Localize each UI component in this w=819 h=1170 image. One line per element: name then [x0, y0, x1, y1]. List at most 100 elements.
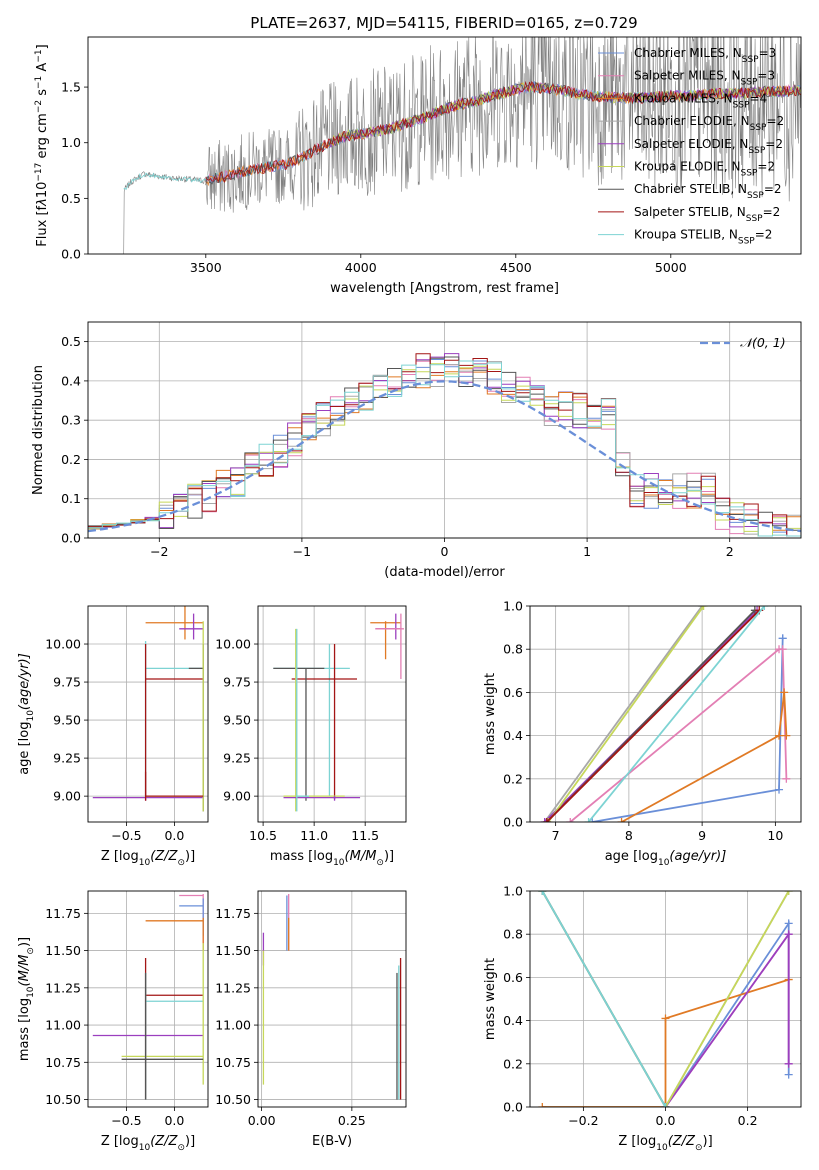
legend-entry: 𝒩(0, 1): [740, 335, 786, 350]
plot-area: [273, 613, 404, 812]
y-tick-label: 1.0: [503, 599, 523, 614]
y-tick-label: 0.0: [61, 247, 81, 262]
y-tick-label: 0.2: [503, 771, 523, 786]
y-tick-label: 10.00: [215, 637, 251, 652]
x-tick-label: 10: [767, 828, 783, 843]
panel-mass-vs-EBV: 0.00 0.25 10.50 10.75 11.00 11.25 11.50 11.75 E(…: [215, 890, 407, 1149]
x-tick-label: −2: [150, 544, 168, 559]
y-tick-label: 11.75: [45, 906, 81, 921]
panel-residuals: −2 −1 0 1 2 0.0 0.1 0.2 0.3 0.4 0.5 (data-model)/er…: [31, 321, 802, 580]
plot-area: [538, 891, 793, 1107]
x-tick-label: 7: [552, 828, 560, 843]
x-tick-label: 0.25: [338, 1113, 366, 1128]
x-tick-label: 4000: [345, 260, 377, 275]
weight-marker: [778, 645, 787, 654]
x-tick-label: 9: [698, 828, 706, 843]
legend-entry: Kroupa MILES, NSSP=4: [634, 91, 767, 110]
y-axis-label: mass weight: [483, 958, 498, 1040]
weight-marker: [778, 634, 787, 643]
weight-marker: [617, 818, 626, 822]
x-axis-label: Z [log10(Z/Z⊙)]: [101, 1134, 195, 1153]
x-tick-label: 0.0: [164, 828, 184, 843]
x-tick-label: 0.00: [248, 1113, 276, 1128]
histogram-kroupa-stelib: [88, 360, 801, 538]
weight-line-kroupa-elodie: [547, 606, 705, 822]
x-tick-label: 8: [625, 828, 633, 843]
weight-marker: [584, 818, 593, 822]
weight-line-kroupa-stelib: [541, 891, 667, 1107]
legend-entry: Salpeter STELIB, NSSP=2: [634, 205, 780, 224]
x-tick-label: −0.2: [568, 1113, 598, 1128]
x-tick-label: 0.2: [738, 1113, 758, 1128]
y-tick-label: 10.75: [215, 1055, 251, 1070]
x-tick-label: 11.0: [300, 828, 328, 843]
y-tick-label: 11.25: [45, 980, 81, 995]
axes-frame: [87, 890, 209, 1108]
y-tick-label: 9.50: [53, 713, 81, 728]
y-tick-label: 0.0: [503, 1100, 523, 1115]
panel-mass-vs-Z: −0.5 0.0 10.50 10.75 11.00 11.25 11.50 11.75 Z […: [17, 890, 209, 1153]
y-tick-label: 0.3: [61, 413, 81, 428]
plot-area: [92, 893, 204, 1100]
weight-marker: [784, 919, 793, 928]
axes-frame: [257, 605, 407, 823]
y-tick-label: 9.50: [223, 713, 251, 728]
y-axis-label: mass [log10(M/M⊙)]: [17, 937, 36, 1061]
x-axis-label: Z [log10(Z/Z⊙)]: [618, 1134, 712, 1153]
legend-entry: Kroupa ELODIE, NSSP=2: [634, 160, 775, 179]
panel-age-vs-mass: 10.5 11.0 11.5 9.00 9.25 9.50 9.75 10.00 mass [l…: [215, 605, 407, 868]
axes-frame: [257, 890, 407, 1108]
weight-marker: [775, 785, 784, 794]
weight-marker: [542, 818, 551, 822]
y-tick-label: 0.4: [503, 1013, 523, 1028]
weight-marker: [538, 1103, 547, 1107]
y-tick-label: 9.00: [53, 789, 81, 804]
model-spectrum-kroupa-elodie: [329, 81, 801, 146]
weight-marker: [661, 1103, 670, 1107]
x-tick-label: 4500: [500, 260, 532, 275]
y-tick-label: 11.00: [215, 1018, 251, 1033]
weight-line-chabrier-miles: [592, 638, 784, 822]
y-axis-label: Normed distribution: [31, 365, 46, 495]
y-tick-label: 9.00: [223, 789, 251, 804]
legend-entry: Kroupa STELIB, NSSP=2: [634, 228, 772, 247]
legend-entry: Salpeter MILES, NSSP=3: [634, 69, 775, 88]
panel-weight-vs-Z: −0.2 0.0 0.2 0.0 0.2 0.4 0.6 0.8 1.0 Z [log10(Z/Z…: [483, 884, 802, 1153]
y-tick-label: 0.5: [61, 191, 81, 206]
y-axis-label: Flux [fλ10−17 erg cm−2 s−1 A−1]: [34, 44, 50, 246]
y-tick-label: 10.75: [45, 1055, 81, 1070]
weight-marker: [661, 1014, 670, 1023]
figure-title: PLATE=2637, MJD=54115, FIBERID=0165, z=0…: [250, 14, 637, 32]
axes-frame: [87, 36, 802, 255]
model-spectrum-salpeter-stelib: [205, 80, 801, 184]
x-tick-label: 0.0: [164, 1113, 184, 1128]
plot-area: [262, 893, 402, 1100]
weight-line-chabrier-elodie: [543, 606, 703, 822]
y-tick-label: 9.75: [223, 675, 251, 690]
y-axis-label: age [log10(age/yr)]: [17, 653, 36, 775]
weight-marker: [538, 891, 547, 895]
plot-area: [540, 606, 791, 822]
x-axis-label: wavelength [Angstrom, rest frame]: [330, 281, 559, 296]
y-tick-label: 1.5: [61, 80, 81, 95]
x-tick-label: −1: [293, 544, 311, 559]
x-tick-label: 3500: [190, 260, 222, 275]
y-tick-label: 11.75: [215, 906, 251, 921]
weight-marker: [782, 774, 791, 783]
histogram-chabrier-stelib: [88, 356, 801, 538]
x-tick-label: 0: [441, 544, 449, 559]
y-tick-label: 0.2: [61, 452, 81, 467]
y-tick-label: 0.4: [503, 728, 523, 743]
x-axis-label: age [log10(age/yr)]: [605, 849, 727, 868]
weight-marker: [760, 606, 769, 610]
y-tick-label: 0.6: [503, 685, 523, 700]
x-tick-label: 5000: [655, 260, 687, 275]
y-tick-label: 11.50: [215, 943, 251, 958]
weight-line-kroupa-miles: [621, 692, 788, 822]
panel-weight-vs-age: 7 8 9 10 0.0 0.2 0.4 0.6 0.8 1.0 age [log10(age/yr…: [483, 599, 802, 868]
x-tick-label: 1: [583, 544, 591, 559]
legend-entry: Salpeter ELODIE, NSSP=2: [634, 137, 783, 156]
y-tick-label: 11.50: [45, 943, 81, 958]
weight-line-salpeter-stelib: [546, 609, 760, 822]
